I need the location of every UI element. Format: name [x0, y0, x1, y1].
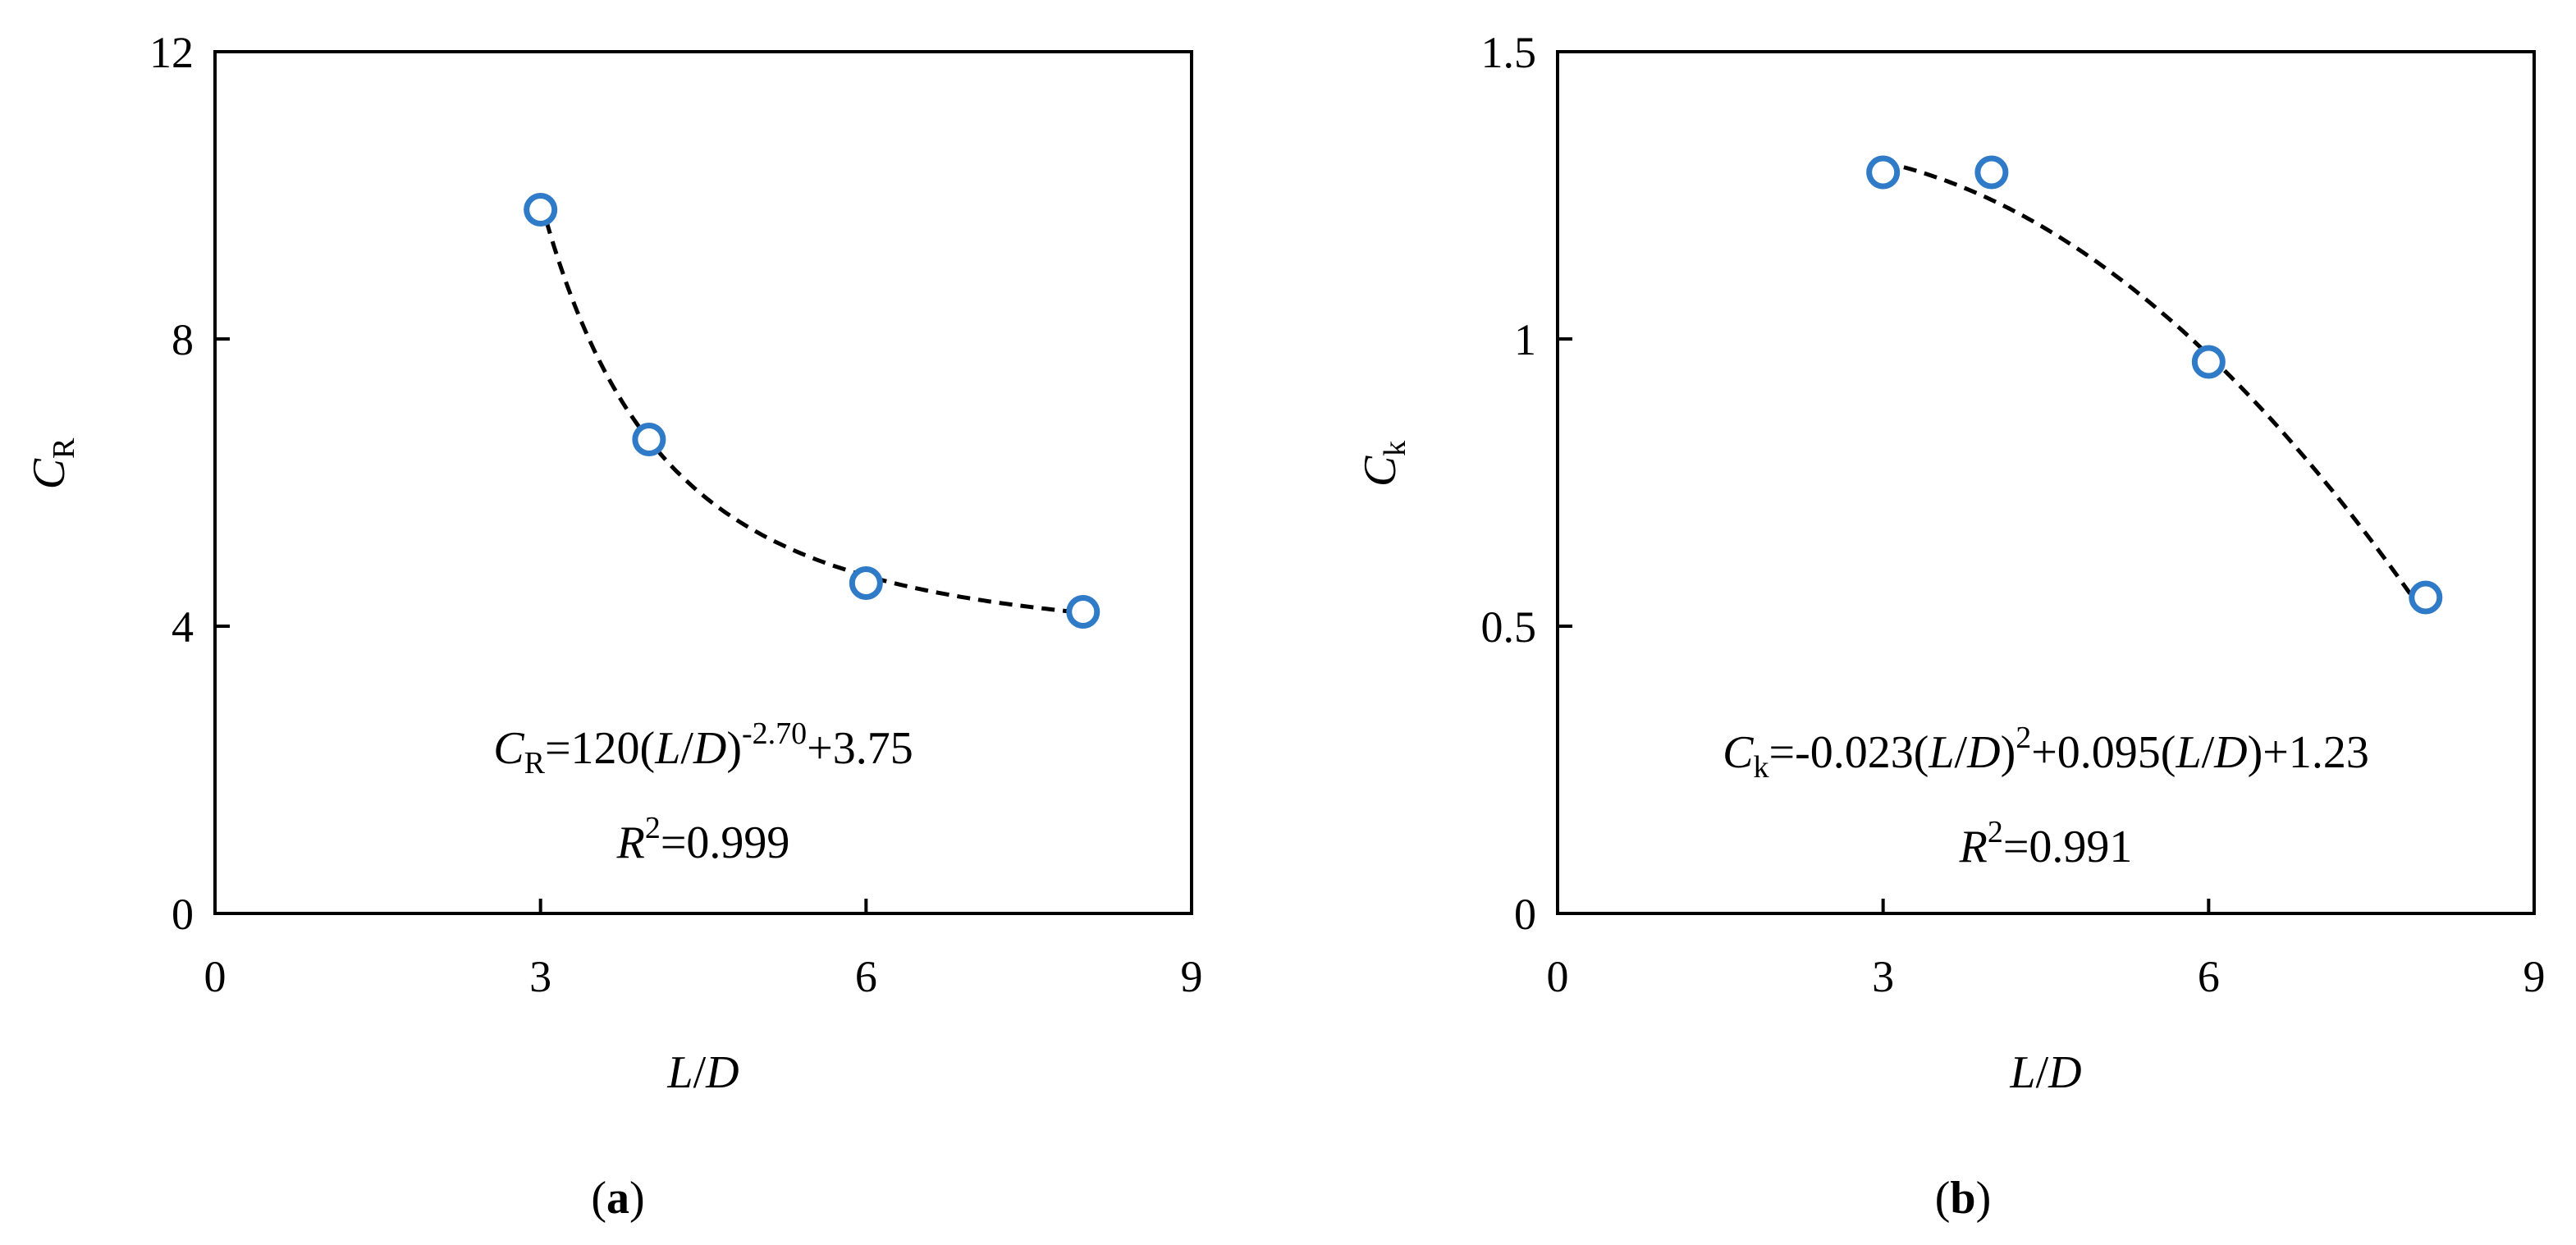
panel-a-y-tick-label: 0: [172, 890, 194, 939]
panel-b-x-tick-label: 0: [1547, 952, 1569, 1001]
panel-b-fit-equation: Ck=-0.023(L/D)2+0.095(L/D)+1.23: [1723, 721, 2369, 785]
panel-b-y-axis-label: Ck: [1355, 441, 1412, 487]
panel-a-x-tick-label: 6: [855, 952, 877, 1001]
panel-a-data-point: [632, 423, 666, 456]
panel-b-data-point: [1974, 155, 2009, 190]
panel-b-data-point: [2191, 345, 2226, 379]
panel-b-chart: 0 0.5 1 1.5 0 3 6 9 Ck L/D Ck=-0.023(L/D)2+0.0…: [1355, 28, 2546, 1224]
panel-b-label: (b): [1935, 1173, 1991, 1224]
panel-b-y-tick-label: 0: [1514, 890, 1536, 939]
panel-a-y-tick-label: 12: [149, 28, 194, 77]
panel-a-x-tick-label: 3: [529, 952, 551, 1001]
panel-b-x-axis: 0 3 6 9: [1547, 899, 2546, 1001]
panel-b-y-axis: 0 0.5 1 1.5: [1481, 28, 1572, 939]
panel-a-r-squared: R2=0.999: [616, 811, 790, 868]
panel-a-fit-curve: [538, 199, 1084, 616]
panel-a-label: (a): [591, 1173, 644, 1224]
panel-b-fit-curve: [1883, 159, 2427, 617]
panel-a-y-axis-label: CR: [24, 437, 81, 489]
panel-b-x-tick-label: 3: [1872, 952, 1894, 1001]
panel-a-data-points: [524, 193, 1100, 629]
panel-a-data-point: [1066, 595, 1100, 629]
panel-b-x-tick-label: 6: [2198, 952, 2220, 1001]
panel-a-plot-frame: [213, 50, 1193, 915]
panel-b-x-axis-label: L/D: [2009, 1047, 2081, 1098]
panel-b-data-point: [2409, 580, 2443, 615]
panel-a-fit-equation: CR=120(L/D)-2.70+3.75: [493, 716, 913, 780]
panel-b-plot-frame: [1556, 50, 2536, 915]
panel-b-y-tick-label: 0.5: [1481, 602, 1537, 652]
panel-a-y-tick-label: 8: [172, 315, 194, 364]
panel-a-data-point: [524, 193, 558, 227]
panel-a-x-axis: 0 3 6 9: [204, 899, 1203, 1001]
panel-a-x-tick-label: 0: [204, 952, 226, 1001]
panel-a-x-axis-label: L/D: [666, 1047, 739, 1098]
panel-a-x-tick-label: 9: [1181, 952, 1203, 1001]
panel-b-y-tick-label: 1: [1514, 315, 1536, 364]
panel-b-x-tick-label: 9: [2523, 952, 2546, 1001]
panel-a-data-point: [849, 566, 883, 600]
panel-b-y-tick-label: 1.5: [1481, 28, 1537, 77]
panel-b-r-squared: R2=0.991: [1959, 815, 2133, 872]
panel-a-y-axis: 0 4 8 12: [149, 28, 230, 939]
panel-a-y-tick-label: 4: [172, 602, 194, 652]
panel-b-data-points: [1866, 155, 2443, 615]
panel-b-data-point: [1866, 155, 1901, 190]
